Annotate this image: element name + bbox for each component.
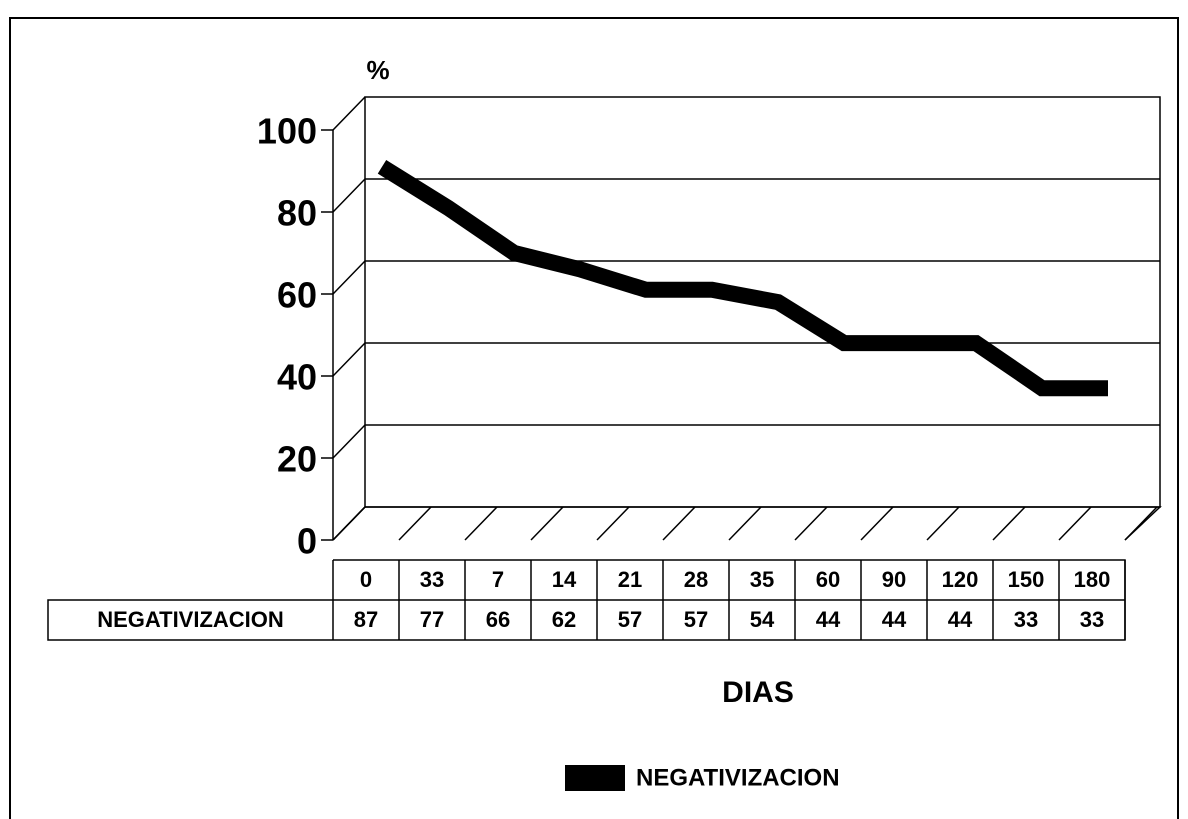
x-tick-label: 21 <box>618 567 642 592</box>
floor-line <box>728 506 762 541</box>
x-axis-label: DIAS <box>722 676 794 709</box>
table-value: 33 <box>1014 607 1038 632</box>
floor-line <box>596 506 630 541</box>
table-row-label: NEGATIVIZACION <box>97 607 284 632</box>
floor <box>332 506 1162 541</box>
table-value: 44 <box>882 607 907 632</box>
legend-label: NEGATIVIZACION <box>636 764 840 791</box>
y-tick-label: 0 <box>297 521 317 562</box>
y-tick-label: 80 <box>277 193 317 234</box>
y-axis-label: % <box>366 55 389 85</box>
table-value: 62 <box>552 607 576 632</box>
y-tick-diagonal <box>332 178 366 213</box>
table-value: 44 <box>816 607 841 632</box>
y-tick-diagonal <box>332 342 366 377</box>
y-tick-diagonal <box>332 506 366 541</box>
floor-line <box>530 506 564 541</box>
x-tick-label: 150 <box>1008 567 1045 592</box>
y-tick-label: 40 <box>277 357 317 398</box>
x-tick-label: 7 <box>492 567 504 592</box>
table-value: 57 <box>618 607 642 632</box>
table-value: 54 <box>750 607 775 632</box>
floor-line <box>464 506 498 541</box>
y-tick-label: 100 <box>257 111 317 152</box>
x-tick-label: 28 <box>684 567 708 592</box>
y-tick-label: 20 <box>277 439 317 480</box>
x-tick-label: 35 <box>750 567 774 592</box>
x-tick-label: 33 <box>420 567 444 592</box>
table-value: 57 <box>684 607 708 632</box>
y-tick-label: 60 <box>277 275 317 316</box>
floor-line <box>794 506 828 541</box>
table-value: 87 <box>354 607 378 632</box>
y-tick-diagonal <box>332 424 366 459</box>
frame <box>9 17 1179 819</box>
y-tick-diagonal <box>332 96 366 131</box>
floor-line <box>992 506 1026 541</box>
x-tick-label: 90 <box>882 567 906 592</box>
floor-line <box>926 506 960 541</box>
table-value: 66 <box>486 607 510 632</box>
legend-swatch <box>565 765 625 791</box>
table-value: 77 <box>420 607 444 632</box>
floor-line <box>1124 506 1158 541</box>
x-tick-label: 60 <box>816 567 840 592</box>
x-tick-label: 0 <box>360 567 372 592</box>
x-tick-label: 14 <box>552 567 577 592</box>
floor-line <box>860 506 894 541</box>
table-value: 44 <box>948 607 973 632</box>
floor-line <box>662 506 696 541</box>
floor-line <box>398 506 432 541</box>
x-tick-label: 180 <box>1074 567 1111 592</box>
series-line <box>377 160 1108 397</box>
table-value: 33 <box>1080 607 1104 632</box>
floor-line <box>1058 506 1092 541</box>
y-tick-diagonal <box>332 260 366 295</box>
x-tick-label: 120 <box>942 567 979 592</box>
